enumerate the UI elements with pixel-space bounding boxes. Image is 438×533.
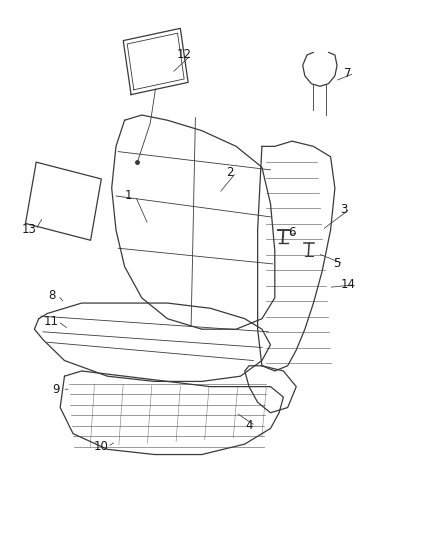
- Text: 7: 7: [344, 67, 352, 80]
- Text: 2: 2: [226, 166, 233, 179]
- Text: 12: 12: [177, 49, 192, 61]
- Text: 8: 8: [48, 289, 55, 302]
- Text: 9: 9: [52, 383, 60, 395]
- Text: 13: 13: [22, 223, 37, 237]
- Text: 4: 4: [245, 419, 253, 432]
- Text: 1: 1: [125, 190, 133, 203]
- Text: 5: 5: [333, 257, 341, 270]
- Text: 11: 11: [44, 315, 59, 328]
- Text: 6: 6: [288, 226, 296, 239]
- Text: 10: 10: [94, 440, 108, 453]
- Text: 3: 3: [340, 203, 347, 215]
- Text: 14: 14: [340, 278, 355, 291]
